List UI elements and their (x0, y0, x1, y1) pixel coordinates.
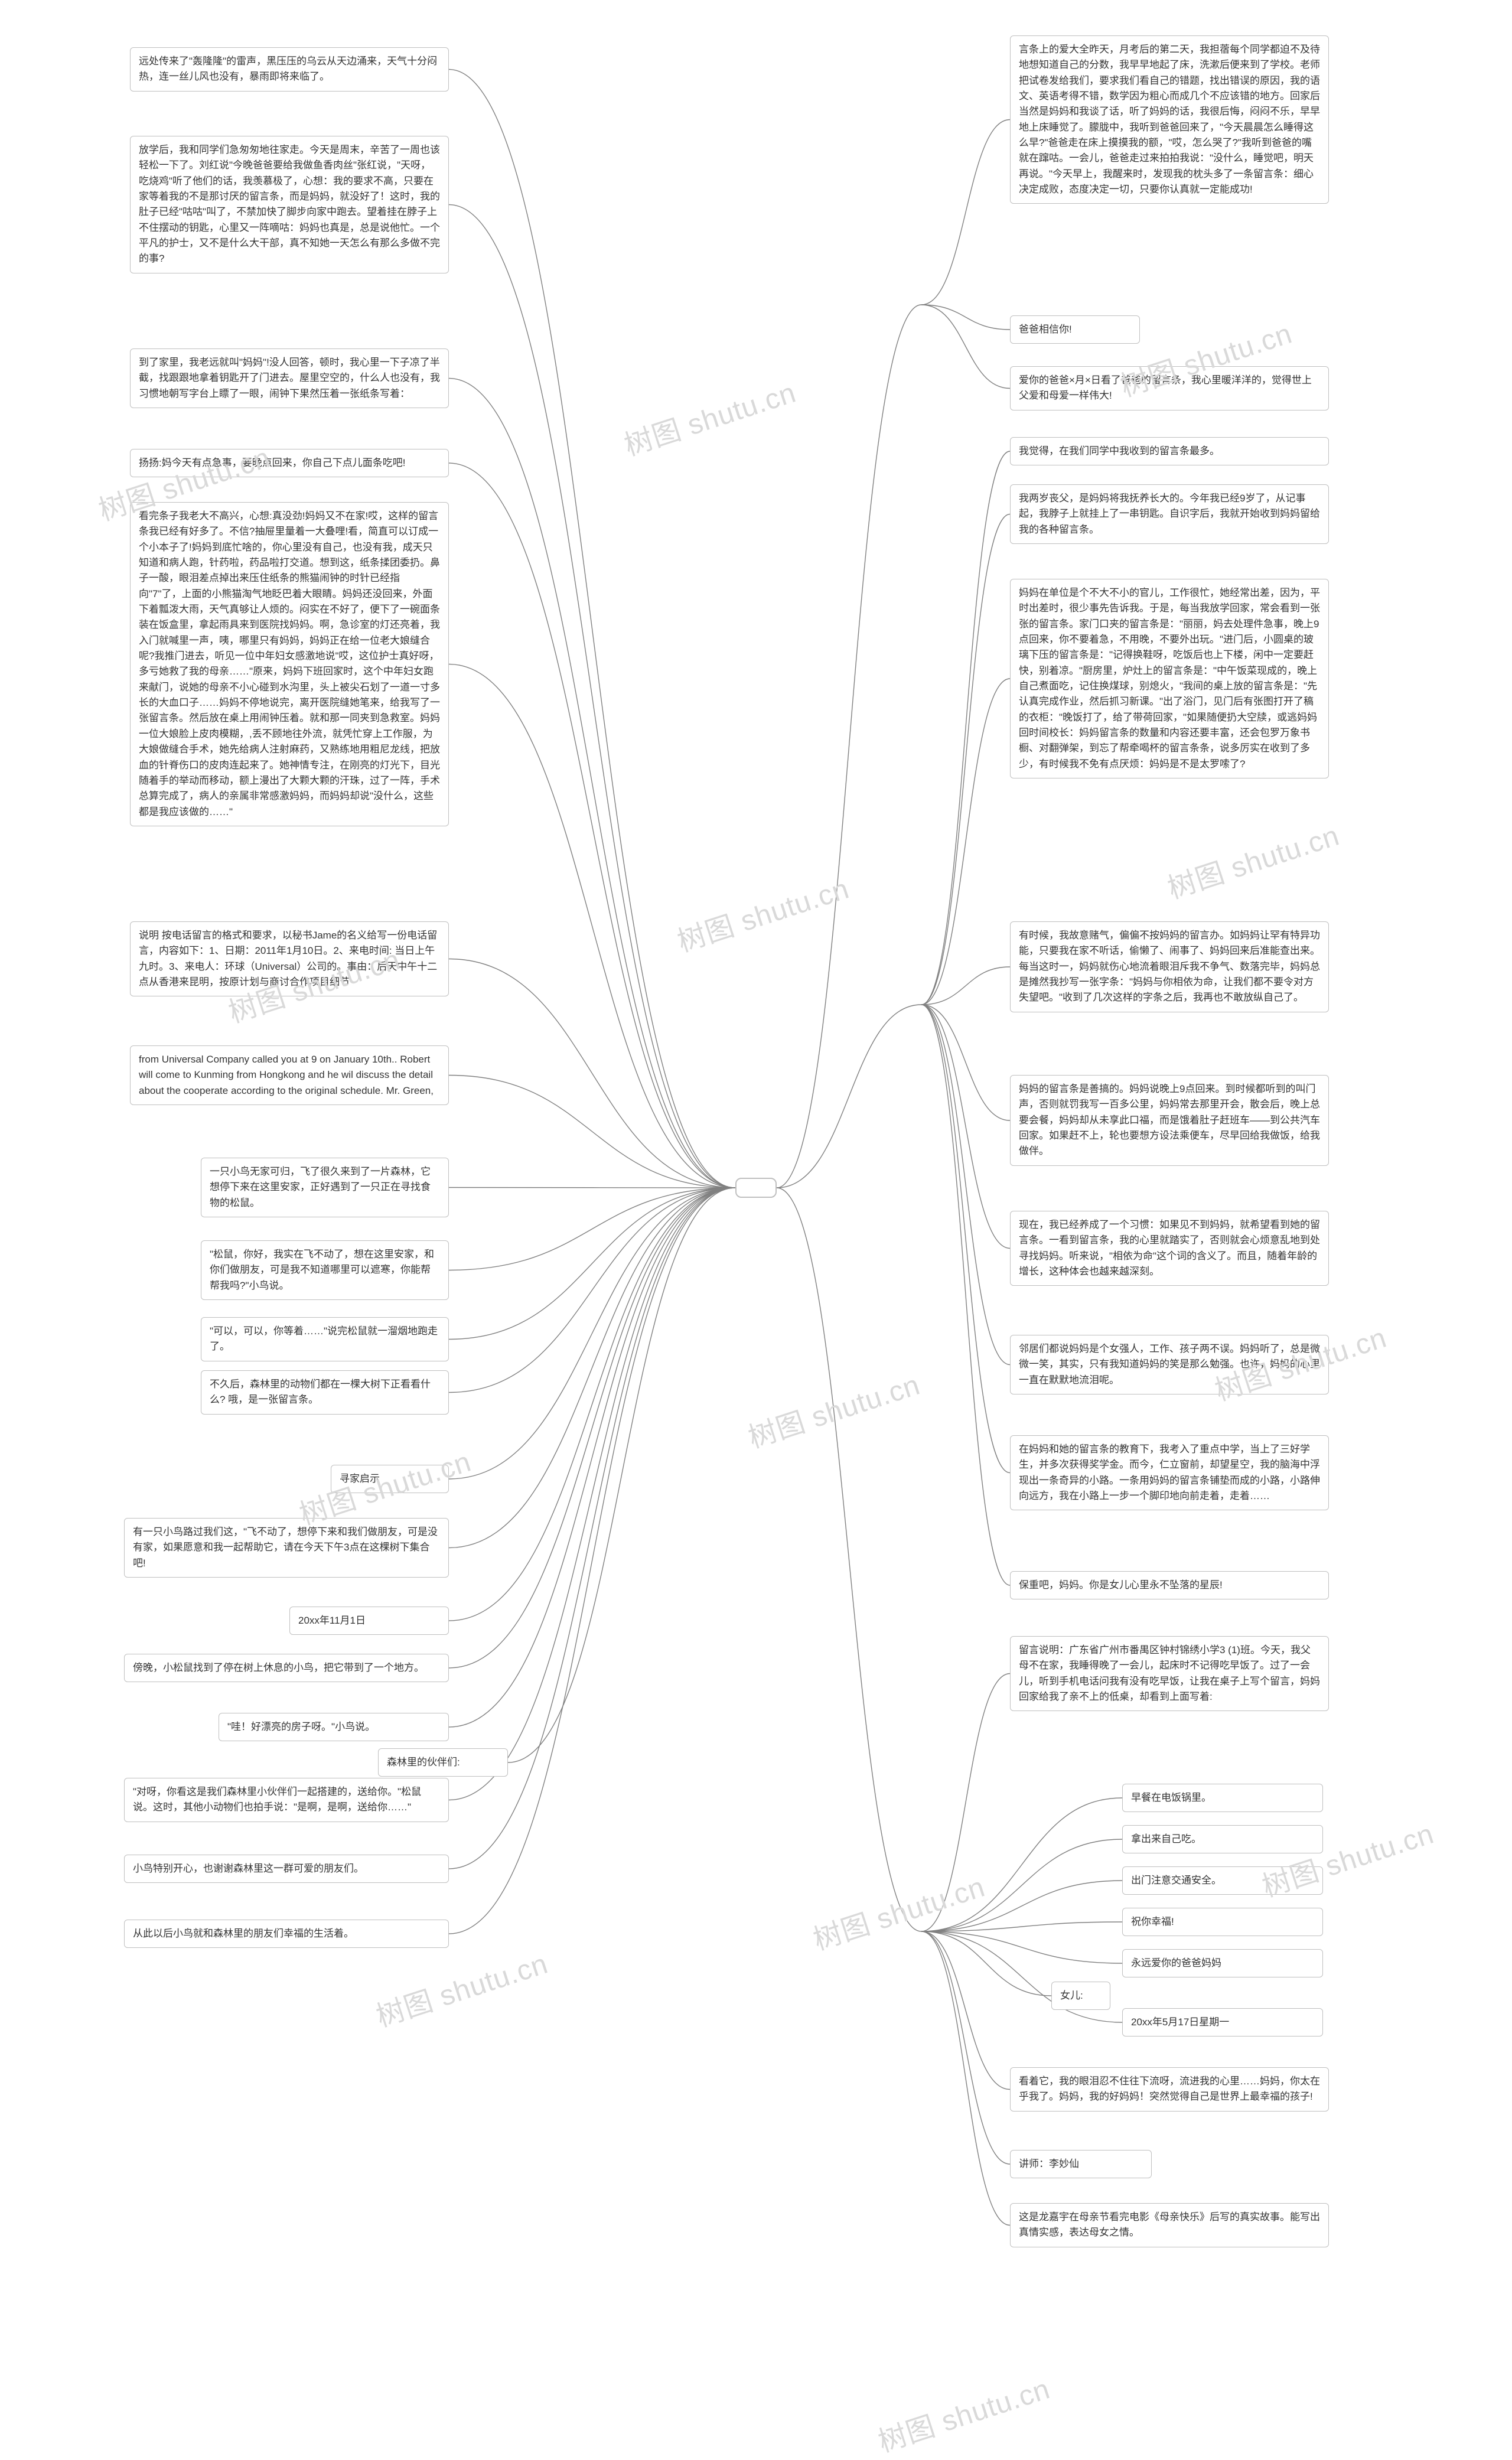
watermark: 树图 shutu.cn (872, 2365, 1055, 2460)
mindmap-node: "可以，可以，你等着……"说完松鼠就一溜烟地跑走了。 (201, 1317, 449, 1361)
mindmap-node: 放学后，我和同学们急匆匆地往家走。今天是周末，辛苦了一周也该轻松一下了。刘红说"… (130, 136, 449, 273)
mindmap-node: 说明 按电话留言的格式和要求，以秘书Jame的名义给写一份电话留言，内容如下：1… (130, 921, 449, 996)
mindmap-node: "松鼠，你好，我实在飞不动了，想在这里安家，和你们做朋友，可是我不知道哪里可以遮… (201, 1240, 449, 1300)
mindmap-node: 看完条子我老大不高兴，心想:真没劲!妈妈又不在家!哎，这样的留言条我已经有好多了… (130, 502, 449, 826)
mindmap-node: 扬扬:妈今天有点急事，要晚点回来，你自己下点儿面条吃吧! (130, 449, 449, 477)
mindmap-node: 爱你的爸爸×月×日看了爸爸的留言条，我心里暖洋洋的，觉得世上父爱和母爱一样伟大! (1010, 366, 1329, 410)
mindmap-node: 这是龙嘉宇在母亲节看完电影《母亲快乐》后写的真实故事。能写出真情实感，表达母女之… (1010, 2203, 1329, 2247)
mindmap-node: 言条上的爱大全昨天，月考后的第二天，我担蓿每个同学都迫不及待地想知道自己的分数，… (1010, 35, 1329, 204)
mindmap-node: 一只小鸟无家可归，飞了很久来到了一片森林，它想停下来在这里安家，正好遇到了一只正… (201, 1158, 449, 1217)
mindmap-node: 看着它，我的眼泪忍不住往下流呀，流进我的心里……妈妈，你太在乎我了。妈妈，我的好… (1010, 2067, 1329, 2112)
watermark: 树图 shutu.cn (742, 1361, 925, 1456)
mindmap-node: 远处传来了"轰隆隆"的雷声，黑压压的乌云从天边涌来，天气十分闷热，连一丝儿风也没… (130, 47, 449, 92)
mindmap-node: 永远爱你的爸爸妈妈 (1122, 1949, 1323, 1977)
mindmap-node: 小鸟特别开心，也谢谢森林里这一群可爱的朋友们。 (124, 1855, 449, 1883)
mindmap-node: 女儿: (1051, 1982, 1110, 2010)
mindmap-node: 我觉得，在我们同学中我收到的留言条最多。 (1010, 437, 1329, 465)
mindmap-node: 妈妈的留言条是善搞的。妈妈说晚上9点回来。到时候都听到的叫门声，否则就罚我写一百… (1010, 1075, 1329, 1166)
watermark: 树图 shutu.cn (807, 1863, 990, 1958)
mindmap-node: 祝你幸福! (1122, 1908, 1323, 1936)
mindmap-node: 拿出来自己吃。 (1122, 1825, 1323, 1853)
watermark: 树图 shutu.cn (672, 865, 854, 960)
mindmap-node: "哇！好漂亮的房子呀。"小鸟说。 (219, 1713, 449, 1741)
mindmap-node: 现在，我已经养成了一个习惯：如果见不到妈妈，就希望看到她的留言条。一看到留言条，… (1010, 1211, 1329, 1286)
mindmap-node: 寻家启示 (331, 1465, 449, 1493)
mindmap-node: 早餐在电饭锅里。 (1122, 1784, 1323, 1812)
mindmap-node: 留言说明：广东省广州市番禺区钟村锦绣小学3 (1)班。今天，我父母不在家，我睡得… (1010, 1636, 1329, 1711)
watermark: 树图 shutu.cn (1162, 812, 1344, 907)
mindmap-node: 不久后，森林里的动物们都在一棵大树下正看看什么? 哦，是一张留言条。 (201, 1370, 449, 1415)
mindmap-node: 森林里的伙伴们: (378, 1748, 508, 1777)
mindmap-node: 保重吧，妈妈。你是女儿心里永不坠落的星辰! (1010, 1571, 1329, 1599)
mindmap-node: 从此以后小鸟就和森林里的朋友们幸福的生活着。 (124, 1920, 449, 1948)
watermark: 树图 shutu.cn (370, 1940, 553, 2035)
mindmap-node: 讲师：李妙仙 (1010, 2150, 1152, 2178)
mindmap-node: 我两岁丧父，是妈妈将我抚养长大的。今年我已经9岁了，从记事起，我脖子上就挂上了一… (1010, 484, 1329, 544)
mindmap-node: 在妈妈和她的留言条的教育下，我考入了重点中学，当上了三好学生，并多次获得奖学金。… (1010, 1435, 1329, 1510)
mindmap-node: from Universal Company called you at 9 o… (130, 1045, 449, 1105)
mindmap-node (735, 1178, 777, 1198)
mindmap-node: 出门注意交通安全。 (1122, 1866, 1323, 1895)
mindmap-node: 到了家里，我老远就叫"妈妈"!没人回答，顿时，我心里一下子凉了半截，找跟跟地拿着… (130, 348, 449, 408)
mindmap-node: "对呀，你看这是我们森林里小伙伴们一起搭建的，送给你。"松鼠说。这时，其他小动物… (124, 1778, 449, 1822)
mindmap-node: 20xx年5月17日星期一 (1122, 2008, 1323, 2037)
mindmap-node: 邻居们都说妈妈是个女强人，工作、孩子两不误。妈妈听了，总是微微一笑，其实，只有我… (1010, 1335, 1329, 1394)
mindmap-node: 有一只小鸟路过我们这，"飞不动了，想停下来和我们做朋友，可是没有家，如果愿意和我… (124, 1518, 449, 1578)
watermark: 树图 shutu.cn (618, 369, 801, 464)
mindmap-node: 妈妈在单位是个不大不小的官儿，工作很忙，她经常出差，因为，平时出差时，很少事先告… (1010, 579, 1329, 778)
mindmap-node: 爸爸相信你! (1010, 315, 1140, 344)
mindmap-node: 20xx年11月1日 (289, 1607, 449, 1635)
mindmap-node: 傍晚，小松鼠找到了停在树上休息的小鸟，把它带到了一个地方。 (124, 1654, 449, 1682)
mindmap-node: 有时候，我故意赌气，偏偏不按妈妈的留言办。如妈妈让罕有特异功能，只要我在家不听话… (1010, 921, 1329, 1012)
